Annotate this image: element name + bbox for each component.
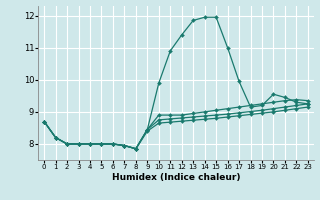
X-axis label: Humidex (Indice chaleur): Humidex (Indice chaleur) — [112, 173, 240, 182]
